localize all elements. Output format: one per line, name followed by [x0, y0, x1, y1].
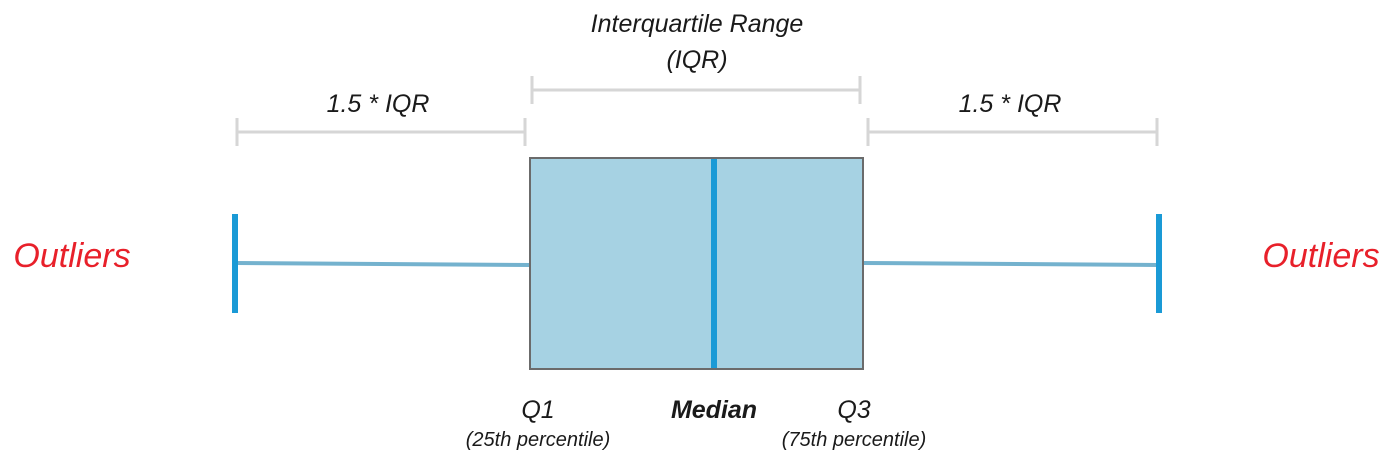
left-span-label: 1.5 * IQR: [327, 90, 430, 118]
iqr-title-line2: (IQR): [666, 46, 727, 74]
q1-label: Q1: [521, 396, 554, 424]
right-span-bracket: [866, 118, 1159, 146]
iqr-bracket: [530, 76, 862, 104]
median-label: Median: [671, 396, 757, 424]
q3-label: Q3: [837, 396, 870, 424]
left-span-bracket: [235, 118, 527, 146]
outliers-right-label: Outliers: [1262, 237, 1379, 275]
right-whisker: [862, 261, 1159, 267]
iqr-box: [529, 157, 864, 370]
right-span-label: 1.5 * IQR: [959, 90, 1062, 118]
iqr-title-line1: Interquartile Range: [591, 10, 804, 38]
left-whisker: [235, 261, 531, 267]
outliers-left-label: Outliers: [13, 237, 130, 275]
q1-sublabel: (25th percentile): [466, 429, 611, 451]
q3-sublabel: (75th percentile): [782, 429, 927, 451]
